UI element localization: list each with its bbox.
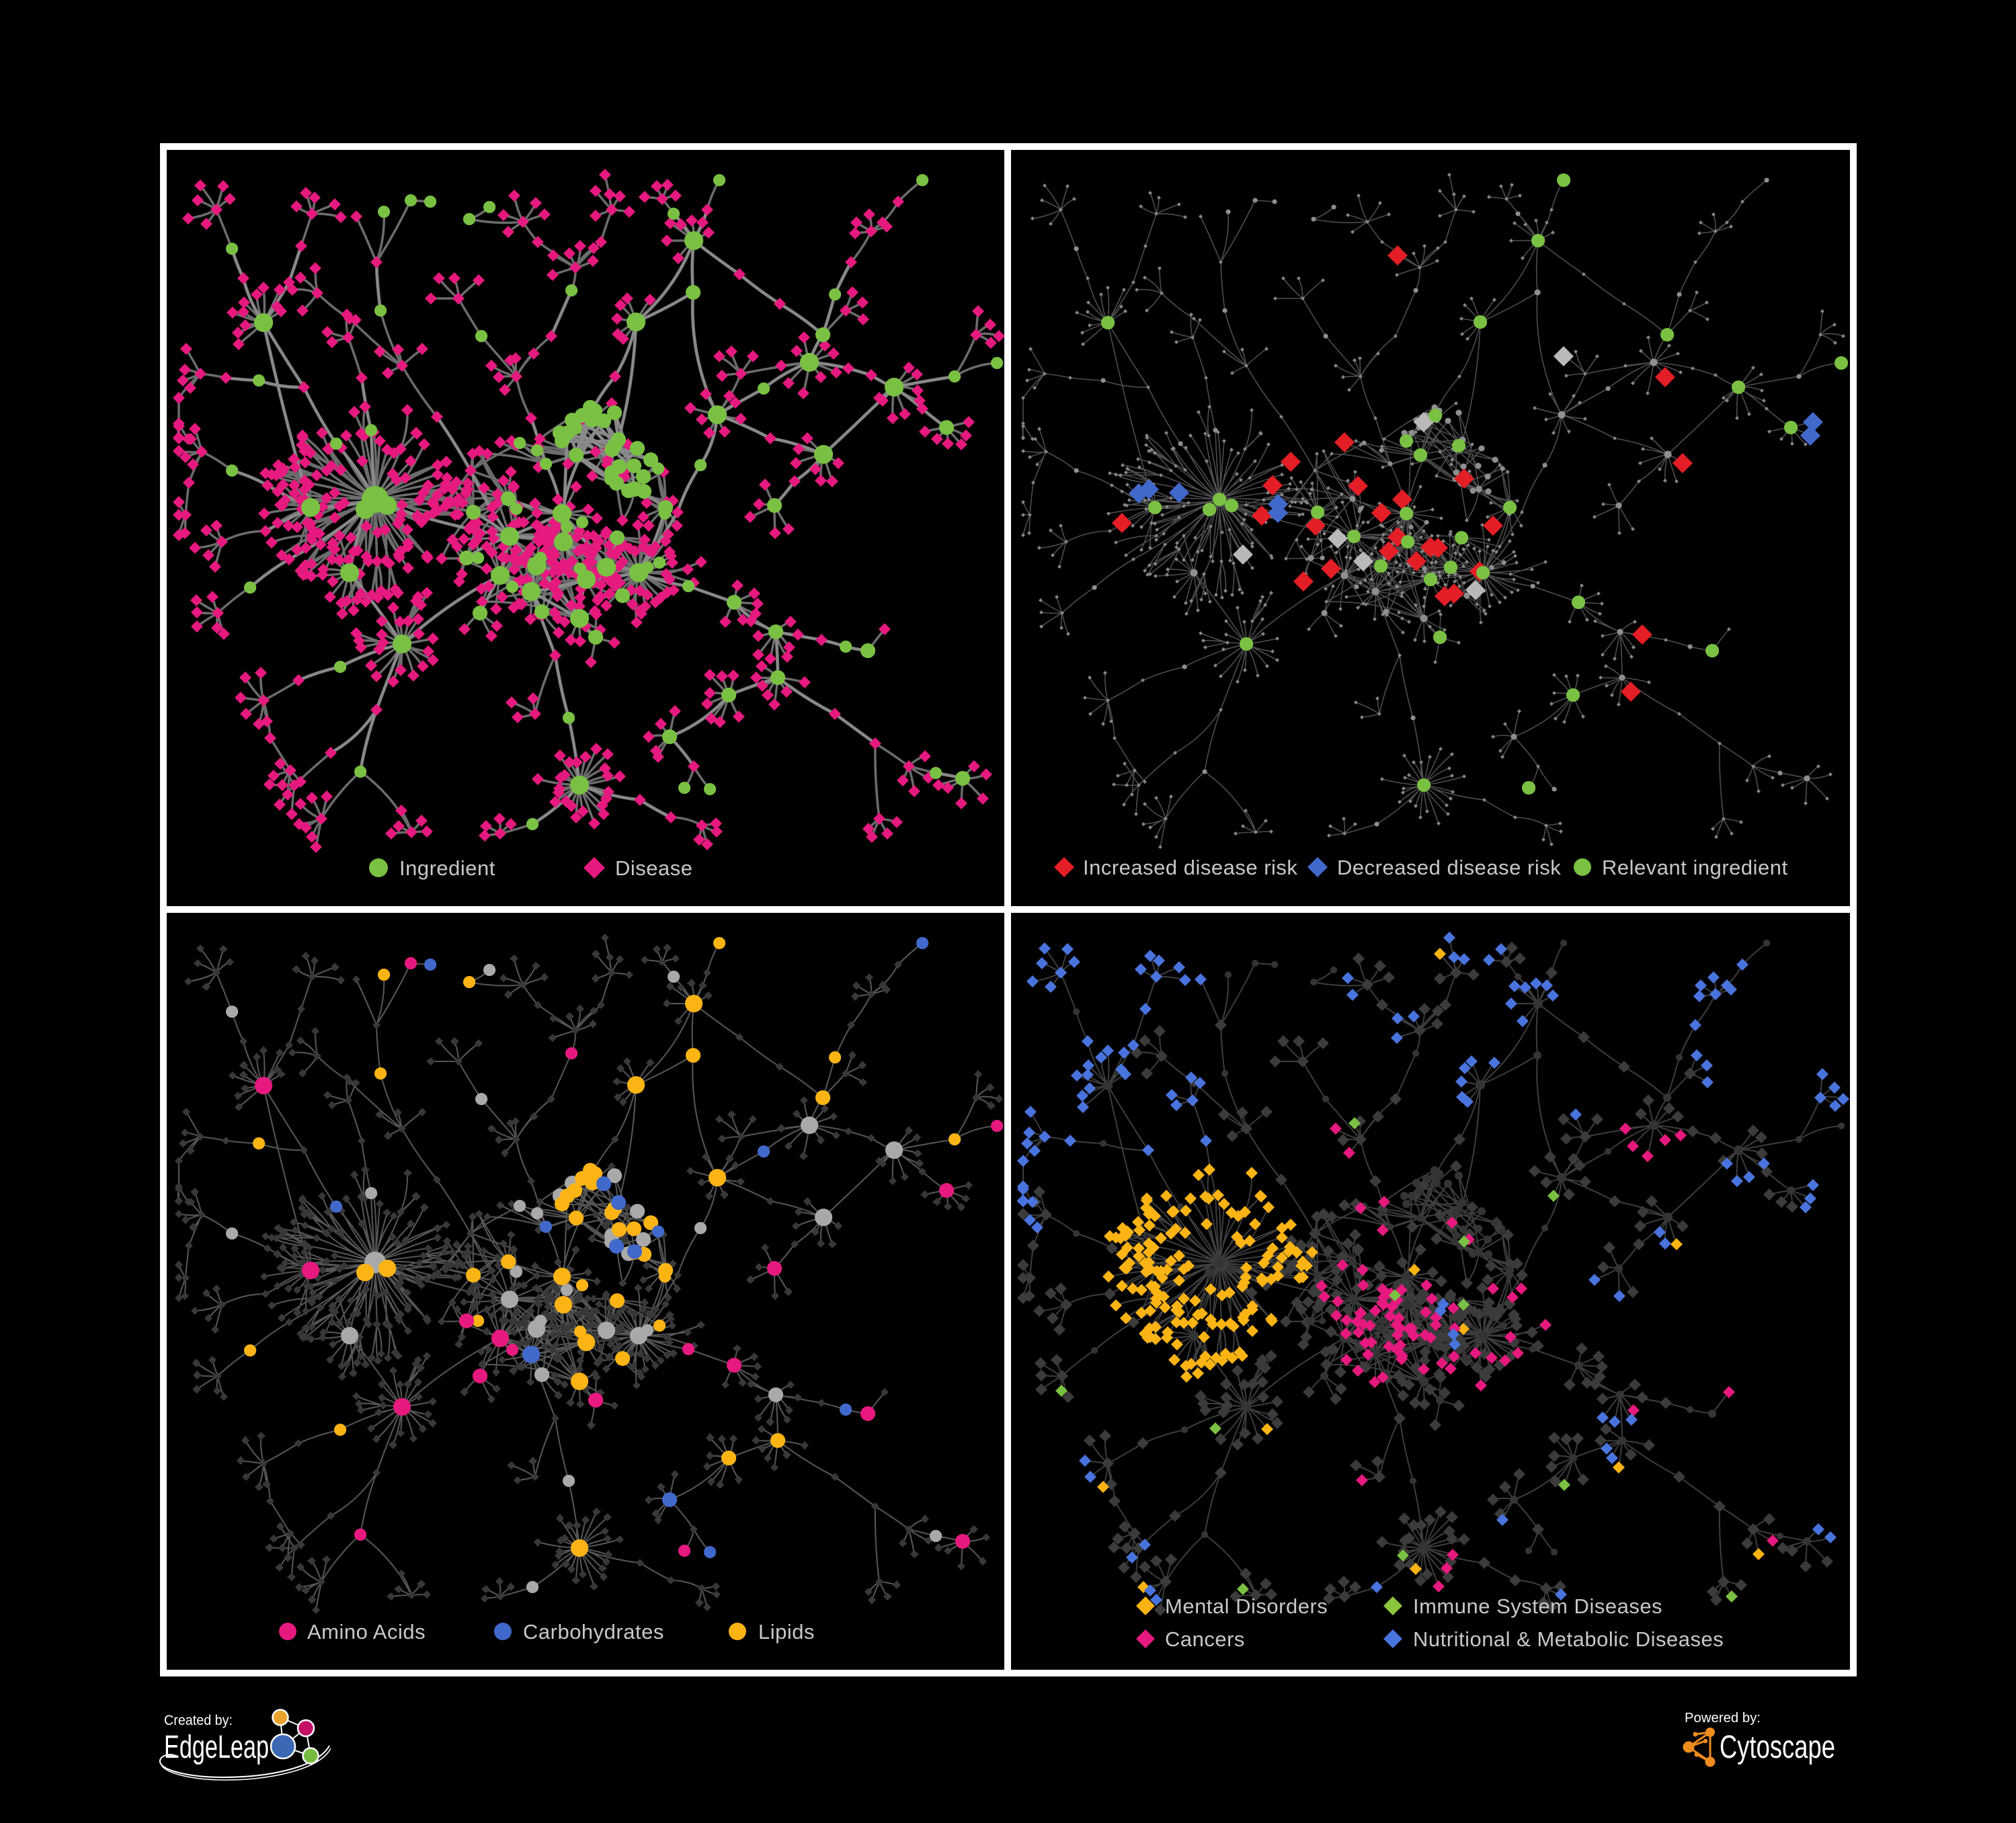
svg-text:Created by:: Created by: [164,1713,233,1728]
svg-text:Ingredient: Ingredient [399,856,495,880]
svg-text:Carbohydrates: Carbohydrates [523,1620,664,1644]
svg-text:Immune System Diseases: Immune System Diseases [1413,1594,1662,1618]
svg-text:EdgeLeap: EdgeLeap [164,1730,269,1765]
svg-text:Mental Disorders: Mental Disorders [1165,1594,1328,1618]
svg-text:Powered by:: Powered by: [1685,1711,1761,1726]
svg-text:Amino Acids: Amino Acids [307,1620,426,1644]
svg-text:Increased disease risk: Increased disease risk [1083,856,1297,879]
svg-text:Disease: Disease [615,856,693,880]
svg-text:Relevant ingredient: Relevant ingredient [1602,856,1788,879]
svg-text:Cytoscape: Cytoscape [1720,1730,1835,1765]
svg-text:Lipids: Lipids [758,1620,815,1644]
svg-text:Nutritional & Metabolic Diseas: Nutritional & Metabolic Diseases [1413,1627,1724,1651]
svg-text:Decreased disease risk: Decreased disease risk [1337,856,1561,879]
svg-text:Cancers: Cancers [1165,1627,1245,1651]
